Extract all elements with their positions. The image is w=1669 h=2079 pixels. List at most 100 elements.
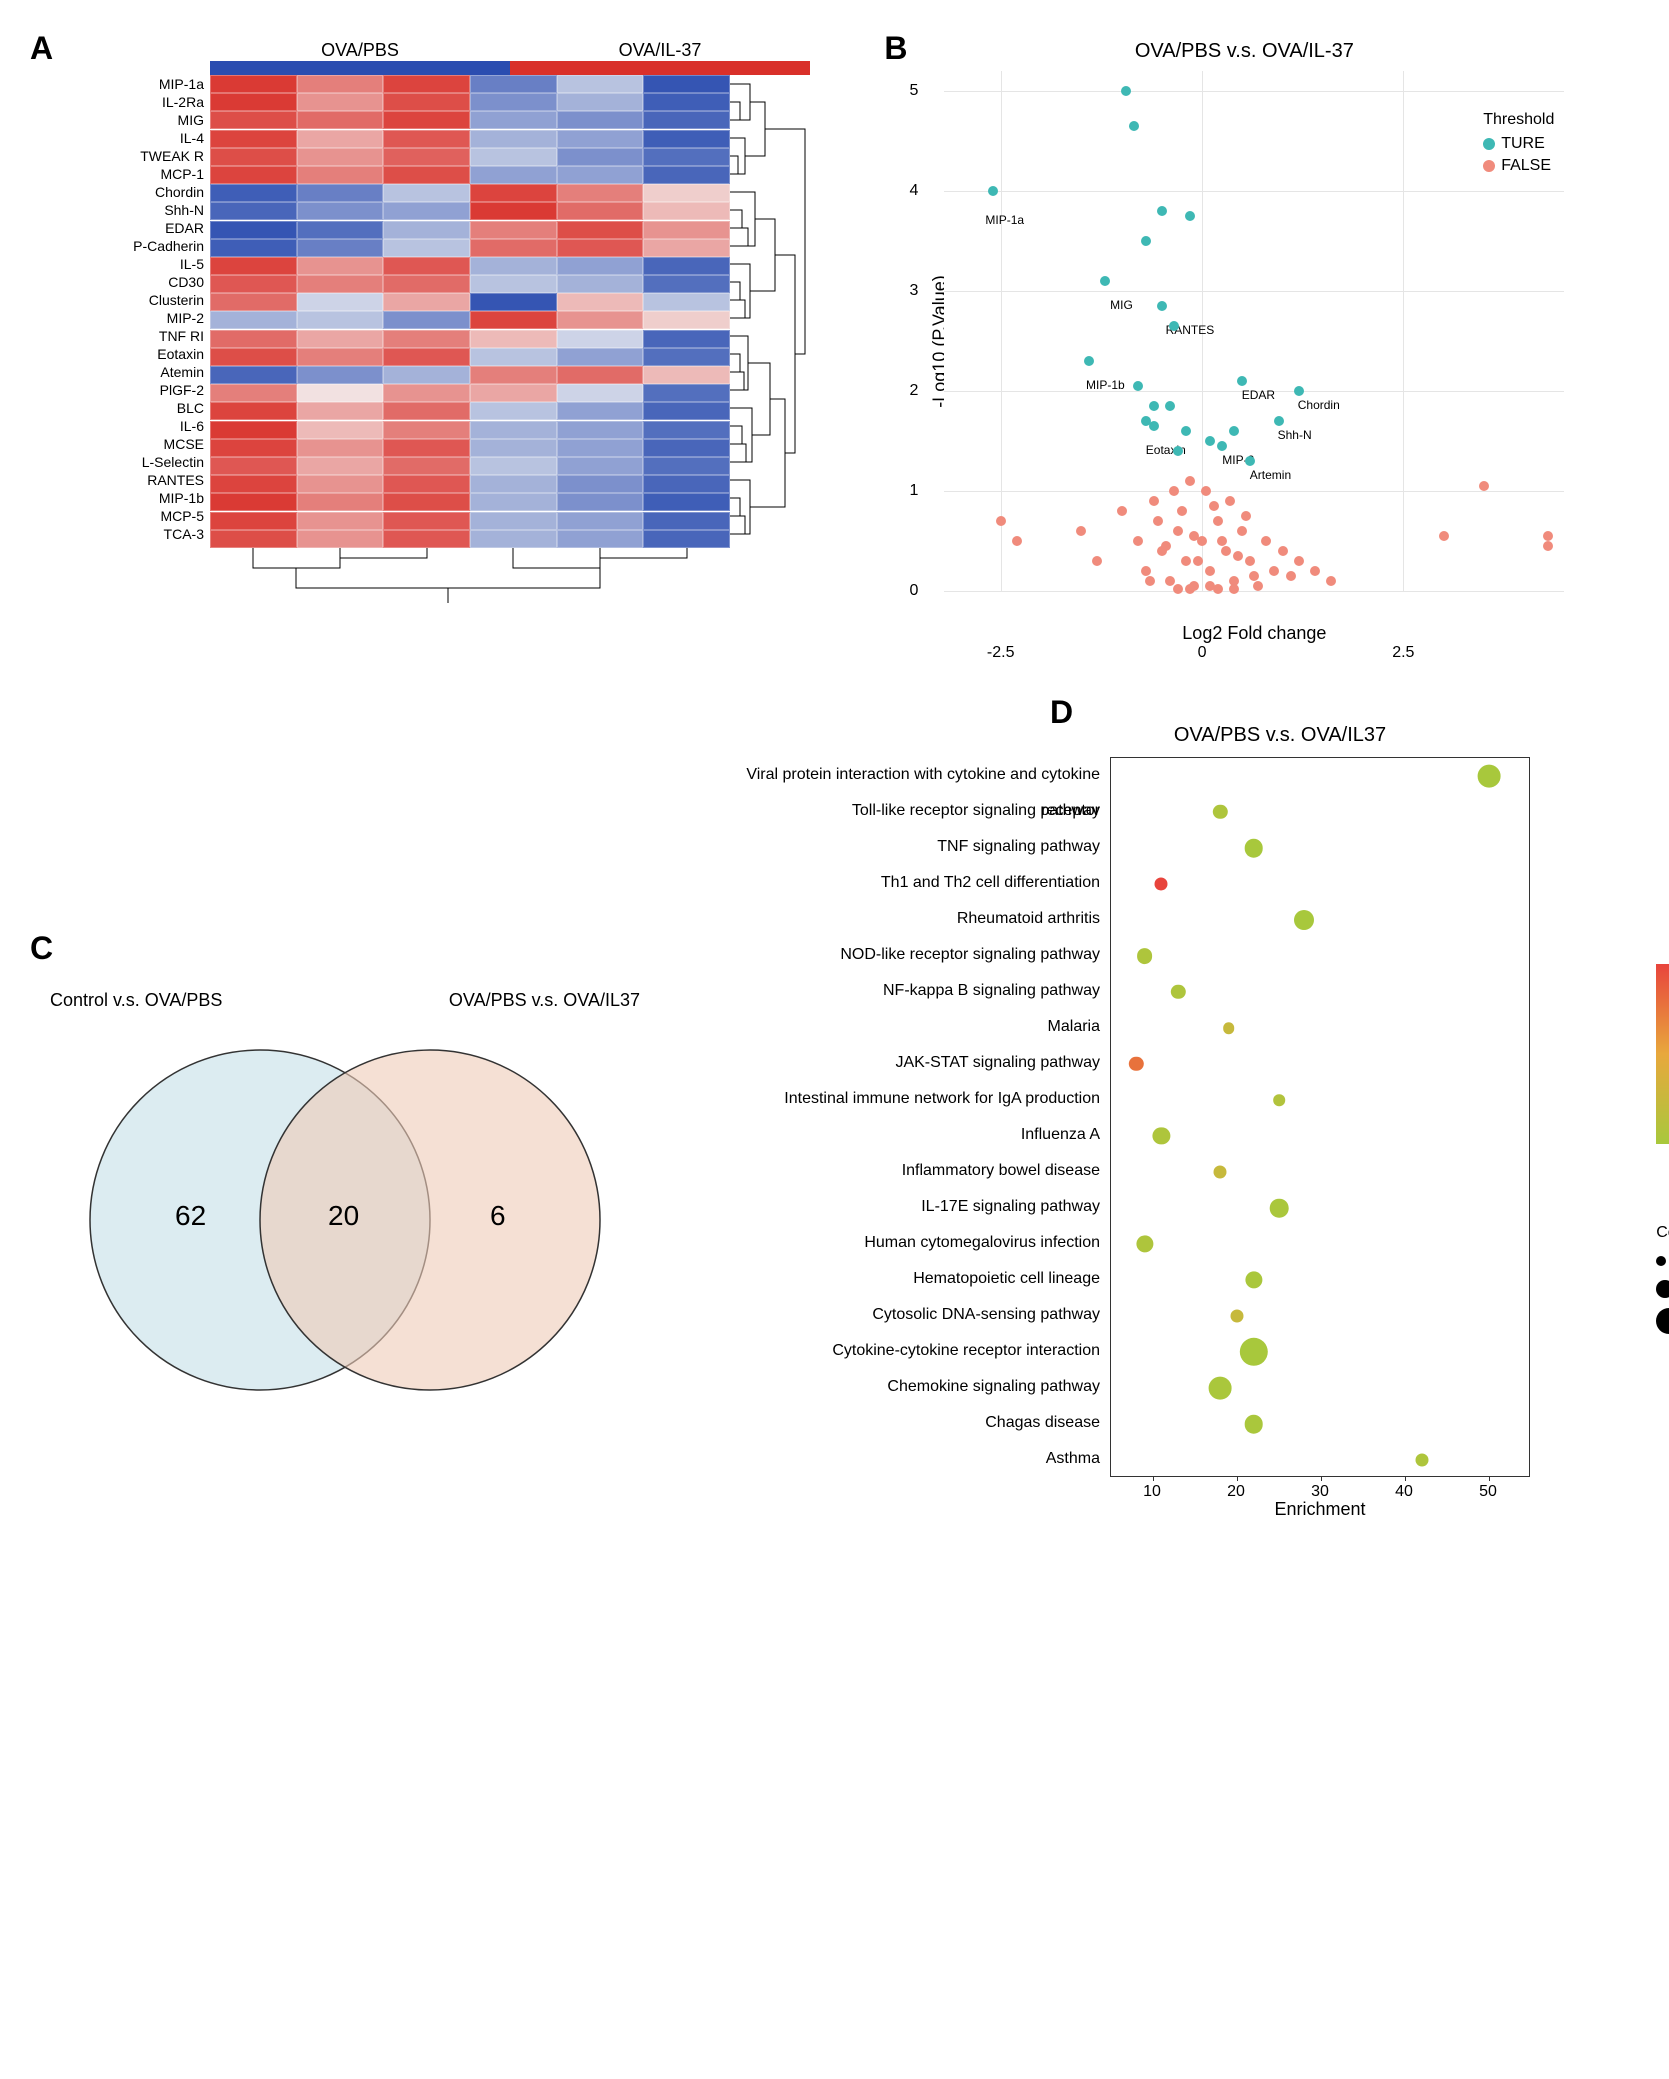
heatmap-cell	[470, 475, 557, 493]
heatmap-cell	[383, 293, 470, 311]
heatmap-cell	[383, 402, 470, 420]
volcano-point-label: Artemin	[1250, 468, 1291, 482]
size-legend-item: 10	[1656, 1280, 1669, 1298]
heatmap-cell	[210, 293, 297, 311]
heatmap-rowlabels: MIP-1aIL-2RaMIGIL-4TWEAK RMCP-1ChordinSh…	[90, 75, 210, 548]
bubble-dot	[1213, 805, 1227, 819]
heatmap-cell	[557, 130, 644, 148]
heatmap-cell	[297, 512, 384, 530]
heatmap-cell	[210, 111, 297, 129]
bubble-ylabel: Th1 and Th2 cell differentiation	[710, 865, 1110, 901]
heatmap-cell	[210, 475, 297, 493]
heatmap-cell	[297, 293, 384, 311]
heatmap-cell	[297, 421, 384, 439]
bubble-row	[1111, 830, 1529, 866]
bubble-row	[1111, 1370, 1529, 1406]
heatmap-cell	[557, 111, 644, 129]
volcano-point-true	[1169, 321, 1179, 331]
heatmap-cell	[210, 75, 297, 93]
bubble-row	[1111, 1298, 1529, 1334]
bubble-x-label: Enrichment	[1110, 1499, 1530, 1520]
bubble-plot-area: Viral protein interaction with cytokine …	[710, 757, 1630, 1477]
bubble-ylabel: Hematopoietic cell lineage	[710, 1261, 1110, 1297]
heatmap-cell	[557, 402, 644, 420]
heatmap-cell	[643, 421, 730, 439]
volcano-point-label: MIP-1a	[985, 213, 1024, 227]
heatmap: OVA/PBS OVA/IL-37 MIP-1aIL-2RaMIGIL-4TWE…	[90, 40, 810, 608]
legend-false-label: FALSE	[1501, 157, 1551, 175]
heatmap-cell	[383, 148, 470, 166]
volcano-point-label: MIG	[1110, 298, 1133, 312]
heatmap-cell	[210, 184, 297, 202]
heatmap-cell	[557, 257, 644, 275]
heatmap-cell	[210, 384, 297, 402]
bubble-row	[1111, 758, 1529, 794]
heatmap-cell	[383, 202, 470, 220]
heatmap-rowlabel: Atemin	[90, 363, 210, 381]
volcano-point-false	[1439, 531, 1449, 541]
bubble-ylabel: JAK-STAT signaling pathway	[710, 1045, 1110, 1081]
heatmap-header-bar	[210, 61, 810, 75]
heatmap-cell	[383, 239, 470, 257]
bubble-ylabel: Cytosolic DNA-sensing pathway	[710, 1297, 1110, 1333]
heatmap-cell	[297, 202, 384, 220]
heatmap-cell	[557, 148, 644, 166]
bubble-row	[1111, 974, 1529, 1010]
volcano-point-false	[1209, 501, 1219, 511]
heatmap-cell	[557, 457, 644, 475]
bubble-row	[1111, 1154, 1529, 1190]
heatmap-cell	[383, 221, 470, 239]
heatmap-cell	[210, 93, 297, 111]
heatmap-header-left: OVA/PBS	[210, 40, 510, 61]
heatmap-rowlabel: IL-6	[90, 417, 210, 435]
heatmap-rowlabel: Clusterin	[90, 291, 210, 309]
heatmap-cell	[383, 512, 470, 530]
heatmap-cell	[297, 130, 384, 148]
panel-a-label: A	[30, 30, 53, 67]
heatmap-dendro-bottom	[210, 548, 810, 608]
heatmap-cell	[297, 111, 384, 129]
x-tick: 2.5	[1392, 644, 1414, 662]
volcano-point-false	[1189, 531, 1199, 541]
venn-intersection-count: 20	[328, 1200, 359, 1232]
bubble-dot	[1273, 1094, 1285, 1106]
bubble-ylabel: Malaria	[710, 1009, 1110, 1045]
heatmap-rowlabel: BLC	[90, 399, 210, 417]
volcano-point-false	[1117, 506, 1127, 516]
heatmap-bar-right	[510, 61, 810, 75]
heatmap-cell	[383, 421, 470, 439]
volcano-point-false	[1076, 526, 1086, 536]
bubble-dot	[1231, 1310, 1244, 1323]
size-legend-dot	[1656, 1256, 1666, 1266]
volcano-point-true	[1229, 426, 1239, 436]
bubble-dot	[1270, 1199, 1289, 1218]
heatmap-cell	[210, 439, 297, 457]
heatmap-cell	[297, 275, 384, 293]
volcano-point-true	[1294, 386, 1304, 396]
heatmap-cell	[297, 530, 384, 548]
heatmap-cell	[297, 330, 384, 348]
heatmap-cell	[643, 275, 730, 293]
volcano-point-true	[1205, 436, 1215, 446]
heatmap-rowlabel: P-Cadherin	[90, 237, 210, 255]
volcano-point-false	[1149, 496, 1159, 506]
heatmap-cell	[643, 330, 730, 348]
volcano-point-false	[1193, 556, 1203, 566]
heatmap-cell	[383, 330, 470, 348]
heatmap-rowlabel: MCSE	[90, 435, 210, 453]
heatmap-cell	[643, 439, 730, 457]
heatmap-cell	[557, 421, 644, 439]
volcano-point-false	[1181, 556, 1191, 566]
size-legend-items: 51015	[1656, 1252, 1669, 1334]
volcano-point-false	[1245, 556, 1255, 566]
grid-line	[944, 291, 1564, 292]
volcano-point-true	[1121, 86, 1131, 96]
grid-line	[944, 91, 1564, 92]
heatmap-cell	[383, 184, 470, 202]
bubble-row	[1111, 866, 1529, 902]
bubble-ylabel: NF-kappa B signaling pathway	[710, 973, 1110, 1009]
panel-c: C Control v.s. OVA/PBS OVA/PBS v.s. OVA/…	[30, 990, 650, 1415]
bubble-dot	[1478, 765, 1501, 788]
bubble-dot	[1294, 910, 1314, 930]
volcano-point-false	[1205, 566, 1215, 576]
